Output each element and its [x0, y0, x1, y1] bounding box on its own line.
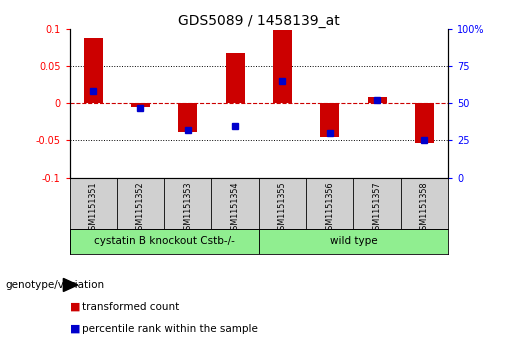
Bar [320, 103, 339, 138]
Text: ■: ■ [70, 302, 80, 312]
Bar [368, 97, 387, 103]
Text: GSM1151351: GSM1151351 [89, 181, 98, 234]
Text: wild type: wild type [330, 236, 377, 246]
Title: GDS5089 / 1458139_at: GDS5089 / 1458139_at [178, 14, 340, 28]
Text: GSM1151357: GSM1151357 [372, 181, 382, 235]
Text: percentile rank within the sample: percentile rank within the sample [82, 323, 259, 334]
Text: ■: ■ [70, 323, 80, 334]
Bar [415, 103, 434, 143]
Bar [178, 103, 197, 131]
Bar [70, 229, 259, 254]
Text: GSM1151355: GSM1151355 [278, 181, 287, 235]
Bar [131, 103, 150, 107]
Text: GSM1151353: GSM1151353 [183, 181, 192, 234]
Text: genotype/variation: genotype/variation [5, 280, 104, 290]
Text: cystatin B knockout Cstb-/-: cystatin B knockout Cstb-/- [94, 236, 235, 246]
Bar [259, 229, 448, 254]
Bar [273, 30, 292, 103]
Text: GSM1151358: GSM1151358 [420, 181, 429, 234]
Bar [84, 38, 102, 103]
Text: GSM1151356: GSM1151356 [325, 181, 334, 234]
Text: GSM1151354: GSM1151354 [231, 181, 239, 234]
Bar [226, 53, 245, 103]
Text: transformed count: transformed count [82, 302, 180, 312]
Text: GSM1151352: GSM1151352 [136, 181, 145, 235]
